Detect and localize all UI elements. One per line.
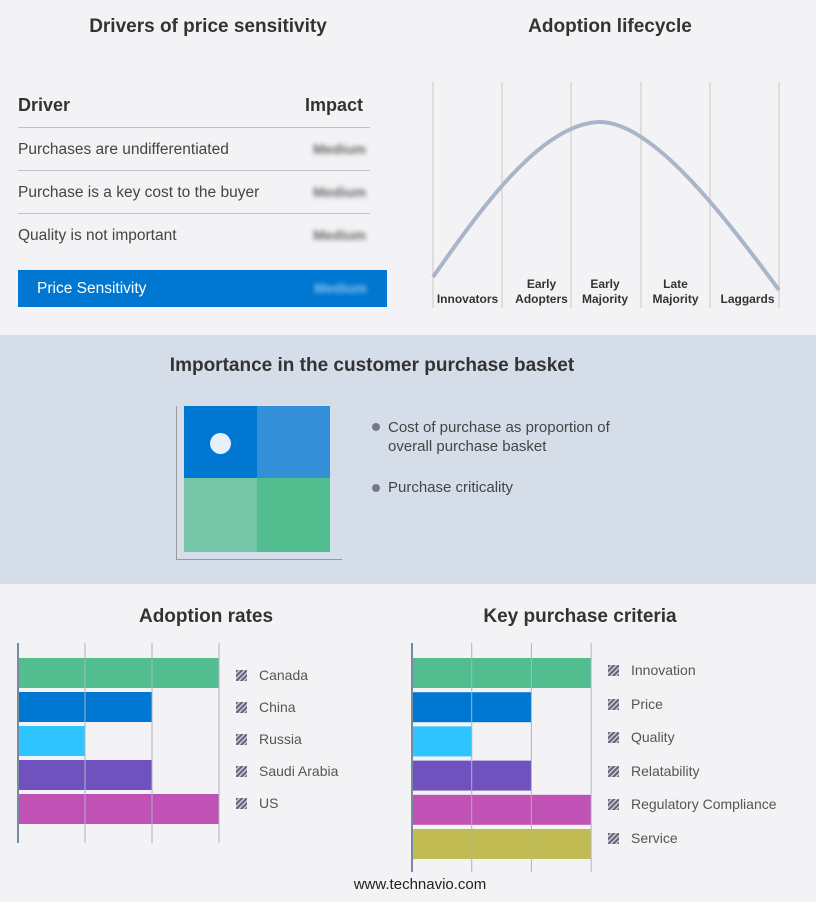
legend-item: Regulatory Compliance (608, 796, 777, 812)
stage-early-majority: Early Majority (581, 277, 628, 306)
driver-impact: Medium (313, 227, 366, 243)
legend-label: Canada (259, 667, 309, 683)
legend-item: Quality (608, 729, 675, 745)
legend-item: Service (608, 830, 678, 846)
stage-early-adopters: Early Adopters (515, 277, 568, 306)
bar-quality (412, 726, 472, 757)
driver-impact: Medium (313, 141, 366, 157)
basket-title: Importance in the customer purchase bask… (169, 355, 575, 376)
col-impact: Impact (305, 95, 364, 115)
quadrant-br (257, 478, 330, 552)
bar-service (412, 829, 592, 859)
legend-item: Relatability (608, 763, 699, 779)
col-driver: Driver (18, 95, 71, 115)
driver-row: Quality is not important Medium (18, 214, 370, 257)
bar-regulatory-compliance (412, 794, 592, 825)
legend-item: Saudi Arabia (236, 763, 338, 779)
hatch-swatch-icon (608, 833, 619, 844)
bar-innovation (412, 658, 592, 688)
driver-row: Purchases are undifferentiated Medium (18, 128, 370, 171)
price-sensitivity-summary: Price Sensitivity Medium (18, 270, 387, 307)
legend-item: US (236, 795, 278, 811)
legend-label: US (259, 795, 279, 811)
stage-late-majority: Late Majority (652, 277, 699, 306)
summary-label: Price Sensitivity (37, 280, 147, 297)
basket-legend-cost: Cost of purchase as proportion of overal… (388, 419, 610, 455)
quadrant-tr (257, 406, 330, 478)
legend-item: Price (608, 696, 663, 712)
adoption-rates-title: Adoption rates (138, 606, 274, 627)
kpc-title: Key purchase criteria (483, 606, 677, 627)
legend-label: Regulatory Compliance (631, 796, 777, 813)
legend-item: Russia (236, 731, 302, 747)
summary-impact: Medium (314, 280, 367, 296)
driver-label: Quality is not important (18, 227, 177, 244)
legend-label: Quality (631, 729, 675, 746)
basket-legend-criticality: Purchase criticality (388, 479, 514, 496)
lifecycle-curve (431, 119, 781, 292)
hatch-swatch-icon (236, 670, 247, 681)
bar-russia (18, 726, 85, 756)
driver-impact: Medium (313, 184, 366, 200)
hatch-swatch-icon (608, 765, 619, 777)
legend-item: China (236, 699, 296, 715)
hatch-swatch-icon (236, 734, 247, 745)
driver-label: Purchases are undifferentiated (18, 141, 229, 158)
legend-label: Relatability (631, 762, 700, 779)
stage-laggards: Laggards (720, 292, 775, 306)
driver-label: Purchase is a key cost to the buyer (18, 184, 260, 201)
bar-canada (18, 658, 219, 688)
hatch-swatch-icon (236, 702, 247, 713)
legend-item: Canada (236, 667, 308, 683)
legend-label: China (259, 699, 296, 715)
basket-section: Importance in the customer purchase bask… (0, 335, 816, 584)
lifecycle-title: Adoption lifecycle (528, 16, 692, 37)
legend-label: Price (631, 695, 663, 712)
hatch-swatch-icon (236, 766, 247, 777)
bar-us (18, 794, 219, 824)
lifecycle-chart (431, 82, 781, 308)
hatch-swatch-icon (608, 732, 619, 744)
drivers-title: Drivers of price sensitivity (89, 16, 327, 37)
hatch-swatch-icon (608, 799, 619, 811)
legend-label: Innovation (631, 662, 696, 678)
legend-label: Saudi Arabia (259, 763, 339, 779)
hatch-swatch-icon (608, 698, 619, 710)
driver-row: Purchase is a key cost to the buyer Mediu… (18, 171, 370, 214)
position-marker (210, 433, 231, 454)
legend-label: Service (631, 830, 678, 846)
stage-innovators: Innovators (436, 292, 499, 306)
legend-label: Russia (259, 731, 302, 747)
hatch-swatch-icon (608, 665, 619, 676)
legend-item: Innovation (608, 662, 696, 678)
footer-url: www.technavio.com (353, 876, 487, 893)
hatch-swatch-icon (236, 798, 247, 809)
quadrant-bl (184, 478, 257, 552)
